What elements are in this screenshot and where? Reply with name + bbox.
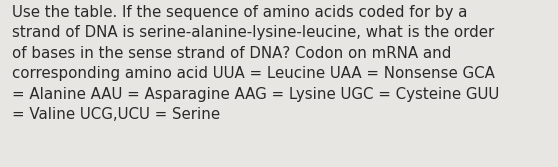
Text: Use the table. If the sequence of amino acids coded for by a
strand of DNA is se: Use the table. If the sequence of amino … [12, 5, 499, 122]
